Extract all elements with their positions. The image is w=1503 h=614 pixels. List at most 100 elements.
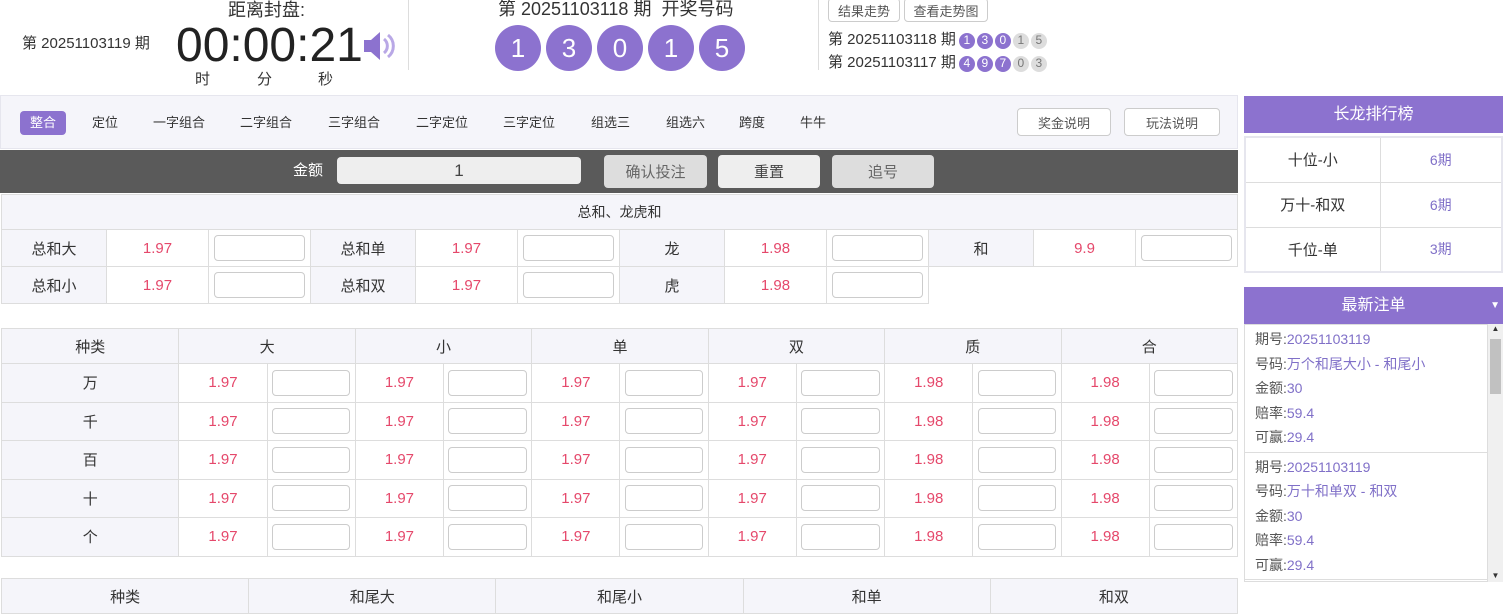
odds: 1.97 bbox=[415, 266, 518, 304]
ball: 9 bbox=[976, 55, 993, 72]
bet-label: 总和单 bbox=[310, 229, 416, 267]
bet-label: 总和双 bbox=[310, 266, 416, 304]
bet-key: 可赢: bbox=[1255, 429, 1287, 445]
bet-amount-input[interactable] bbox=[271, 408, 351, 435]
chase-button[interactable]: 追号 bbox=[832, 155, 934, 188]
column-header: 种类 bbox=[0, 328, 180, 364]
bet-amount-input[interactable] bbox=[448, 523, 527, 550]
scroll-down-icon[interactable]: ▼ bbox=[1491, 571, 1500, 580]
odds: 1.97 bbox=[707, 401, 797, 441]
bet-amount-input[interactable] bbox=[624, 369, 704, 396]
history-issue: 第 20251103117 期 bbox=[828, 54, 956, 71]
bet-amount-input[interactable] bbox=[1154, 523, 1233, 550]
dropdown-icon[interactable]: ▼ bbox=[1490, 300, 1500, 311]
reset-button[interactable]: 重置 bbox=[718, 155, 820, 188]
odds: 1.98 bbox=[1060, 440, 1150, 480]
row-label: 百 bbox=[0, 440, 180, 480]
bet-label: 总和小 bbox=[1, 266, 107, 304]
bet-value: 29.4 bbox=[1286, 429, 1315, 445]
countdown-label: 距离封盘: bbox=[228, 0, 306, 20]
bet-amount-input[interactable] bbox=[214, 235, 305, 261]
bet-amount-input[interactable] bbox=[624, 446, 704, 473]
bet-amount-input[interactable] bbox=[801, 523, 880, 550]
tab-5[interactable]: 二字定位 bbox=[416, 115, 469, 130]
bet-amount-input[interactable] bbox=[624, 408, 704, 435]
bet-amount-input[interactable] bbox=[1154, 485, 1233, 512]
tab-3[interactable]: 二字组合 bbox=[240, 115, 293, 130]
bet-amount-input[interactable] bbox=[1154, 446, 1233, 473]
tab-10[interactable]: 牛牛 bbox=[800, 115, 827, 130]
unit-minute: 分 bbox=[257, 71, 273, 88]
bet-label: 和 bbox=[928, 229, 1034, 267]
bet-key: 号码: bbox=[1255, 355, 1287, 372]
tab-0[interactable]: 整合 bbox=[20, 111, 67, 135]
scrollbar-thumb[interactable] bbox=[1490, 339, 1501, 394]
bet-amount-input[interactable] bbox=[448, 408, 527, 435]
odds: 1.98 bbox=[884, 478, 974, 518]
rules-button[interactable]: 玩法说明 bbox=[1124, 108, 1220, 136]
tab-4[interactable]: 三字组合 bbox=[328, 115, 381, 130]
bet-key: 金额: bbox=[1255, 507, 1287, 524]
bet-amount-input[interactable] bbox=[448, 369, 527, 396]
column-header: 双 bbox=[707, 328, 886, 364]
dragon-name: 千位-单 bbox=[1244, 226, 1381, 273]
bet-amount-input[interactable] bbox=[271, 369, 351, 396]
bet-amount-input[interactable] bbox=[1154, 408, 1233, 435]
bet-item: 期号:20251103119 号码:万十和单双 - 和双 金额:30 赔率:59.4 可… bbox=[1245, 453, 1487, 580]
tab-7[interactable]: 组选三 bbox=[591, 115, 631, 130]
confirm-bet-button[interactable]: 确认投注 bbox=[604, 155, 707, 188]
column-header: 和尾小 bbox=[495, 578, 744, 614]
bet-amount-input[interactable] bbox=[448, 446, 527, 473]
bet-amount-input[interactable] bbox=[1141, 235, 1232, 261]
bet-amount-input[interactable] bbox=[801, 485, 880, 512]
bet-amount-input[interactable] bbox=[523, 272, 614, 298]
bet-amount-input[interactable] bbox=[271, 485, 351, 512]
bet-amount-input[interactable] bbox=[214, 272, 305, 298]
column-header: 种类 bbox=[0, 578, 250, 614]
history-issue: 第 20251103118 期 bbox=[828, 31, 956, 48]
bet-amount-input[interactable] bbox=[624, 485, 704, 512]
odds: 1.97 bbox=[707, 478, 797, 518]
bet-amount-input[interactable] bbox=[1154, 369, 1233, 396]
odds: 1.97 bbox=[707, 363, 797, 403]
odds: 1.97 bbox=[178, 363, 268, 403]
tab-1[interactable]: 定位 bbox=[92, 115, 119, 130]
tab-2[interactable]: 一字组合 bbox=[153, 115, 206, 130]
bet-amount-input[interactable] bbox=[801, 369, 880, 396]
bet-amount-input[interactable] bbox=[523, 235, 614, 261]
bet-amount-input[interactable] bbox=[977, 523, 1057, 550]
result-trend-button[interactable]: 结果走势 bbox=[828, 0, 900, 22]
latest-bets-title-text: 最新注单 bbox=[1341, 297, 1406, 314]
bet-amount-input[interactable] bbox=[448, 485, 527, 512]
bet-amount-input[interactable] bbox=[977, 408, 1057, 435]
odds: 1.98 bbox=[884, 440, 974, 480]
bet-amount-input[interactable] bbox=[977, 446, 1057, 473]
bet-amount-input[interactable] bbox=[977, 485, 1057, 512]
bet-amount-input[interactable] bbox=[832, 235, 923, 261]
prize-info-button[interactable]: 奖金说明 bbox=[1017, 108, 1111, 136]
unit-second: 秒 bbox=[318, 71, 334, 88]
tab-6[interactable]: 三字定位 bbox=[503, 115, 556, 130]
tab-9[interactable]: 跨度 bbox=[739, 115, 766, 130]
speaker-icon[interactable] bbox=[362, 28, 398, 67]
bet-amount-input[interactable] bbox=[801, 446, 880, 473]
bet-amount-input[interactable] bbox=[271, 523, 351, 550]
scroll-up-icon[interactable]: ▲ bbox=[1491, 324, 1500, 333]
table-row: 千 1.97 1.97 1.97 1.97 1.98 1.98 bbox=[0, 401, 1239, 441]
section-title: 总和、龙虎和 bbox=[0, 194, 1239, 230]
bet-amount-input[interactable] bbox=[832, 272, 923, 298]
tab-8[interactable]: 组选六 bbox=[666, 115, 706, 130]
amount-input[interactable] bbox=[337, 157, 581, 184]
last-draw-title: 第 20251103118 期 开奖号码 bbox=[498, 0, 734, 19]
bet-amount-input[interactable] bbox=[977, 369, 1057, 396]
odds: 1.97 bbox=[106, 229, 209, 267]
view-trend-chart-button[interactable]: 查看走势图 bbox=[904, 0, 988, 22]
scrollbar[interactable]: ▲ ▼ bbox=[1488, 324, 1503, 582]
bet-amount-input[interactable] bbox=[624, 523, 704, 550]
column-header: 和尾大 bbox=[248, 578, 497, 614]
dragon-value: 6期 bbox=[1379, 136, 1503, 183]
odds: 1.97 bbox=[178, 517, 268, 557]
bet-amount-input[interactable] bbox=[271, 446, 351, 473]
bet-key: 金额: bbox=[1255, 380, 1287, 396]
bet-amount-input[interactable] bbox=[801, 408, 880, 435]
